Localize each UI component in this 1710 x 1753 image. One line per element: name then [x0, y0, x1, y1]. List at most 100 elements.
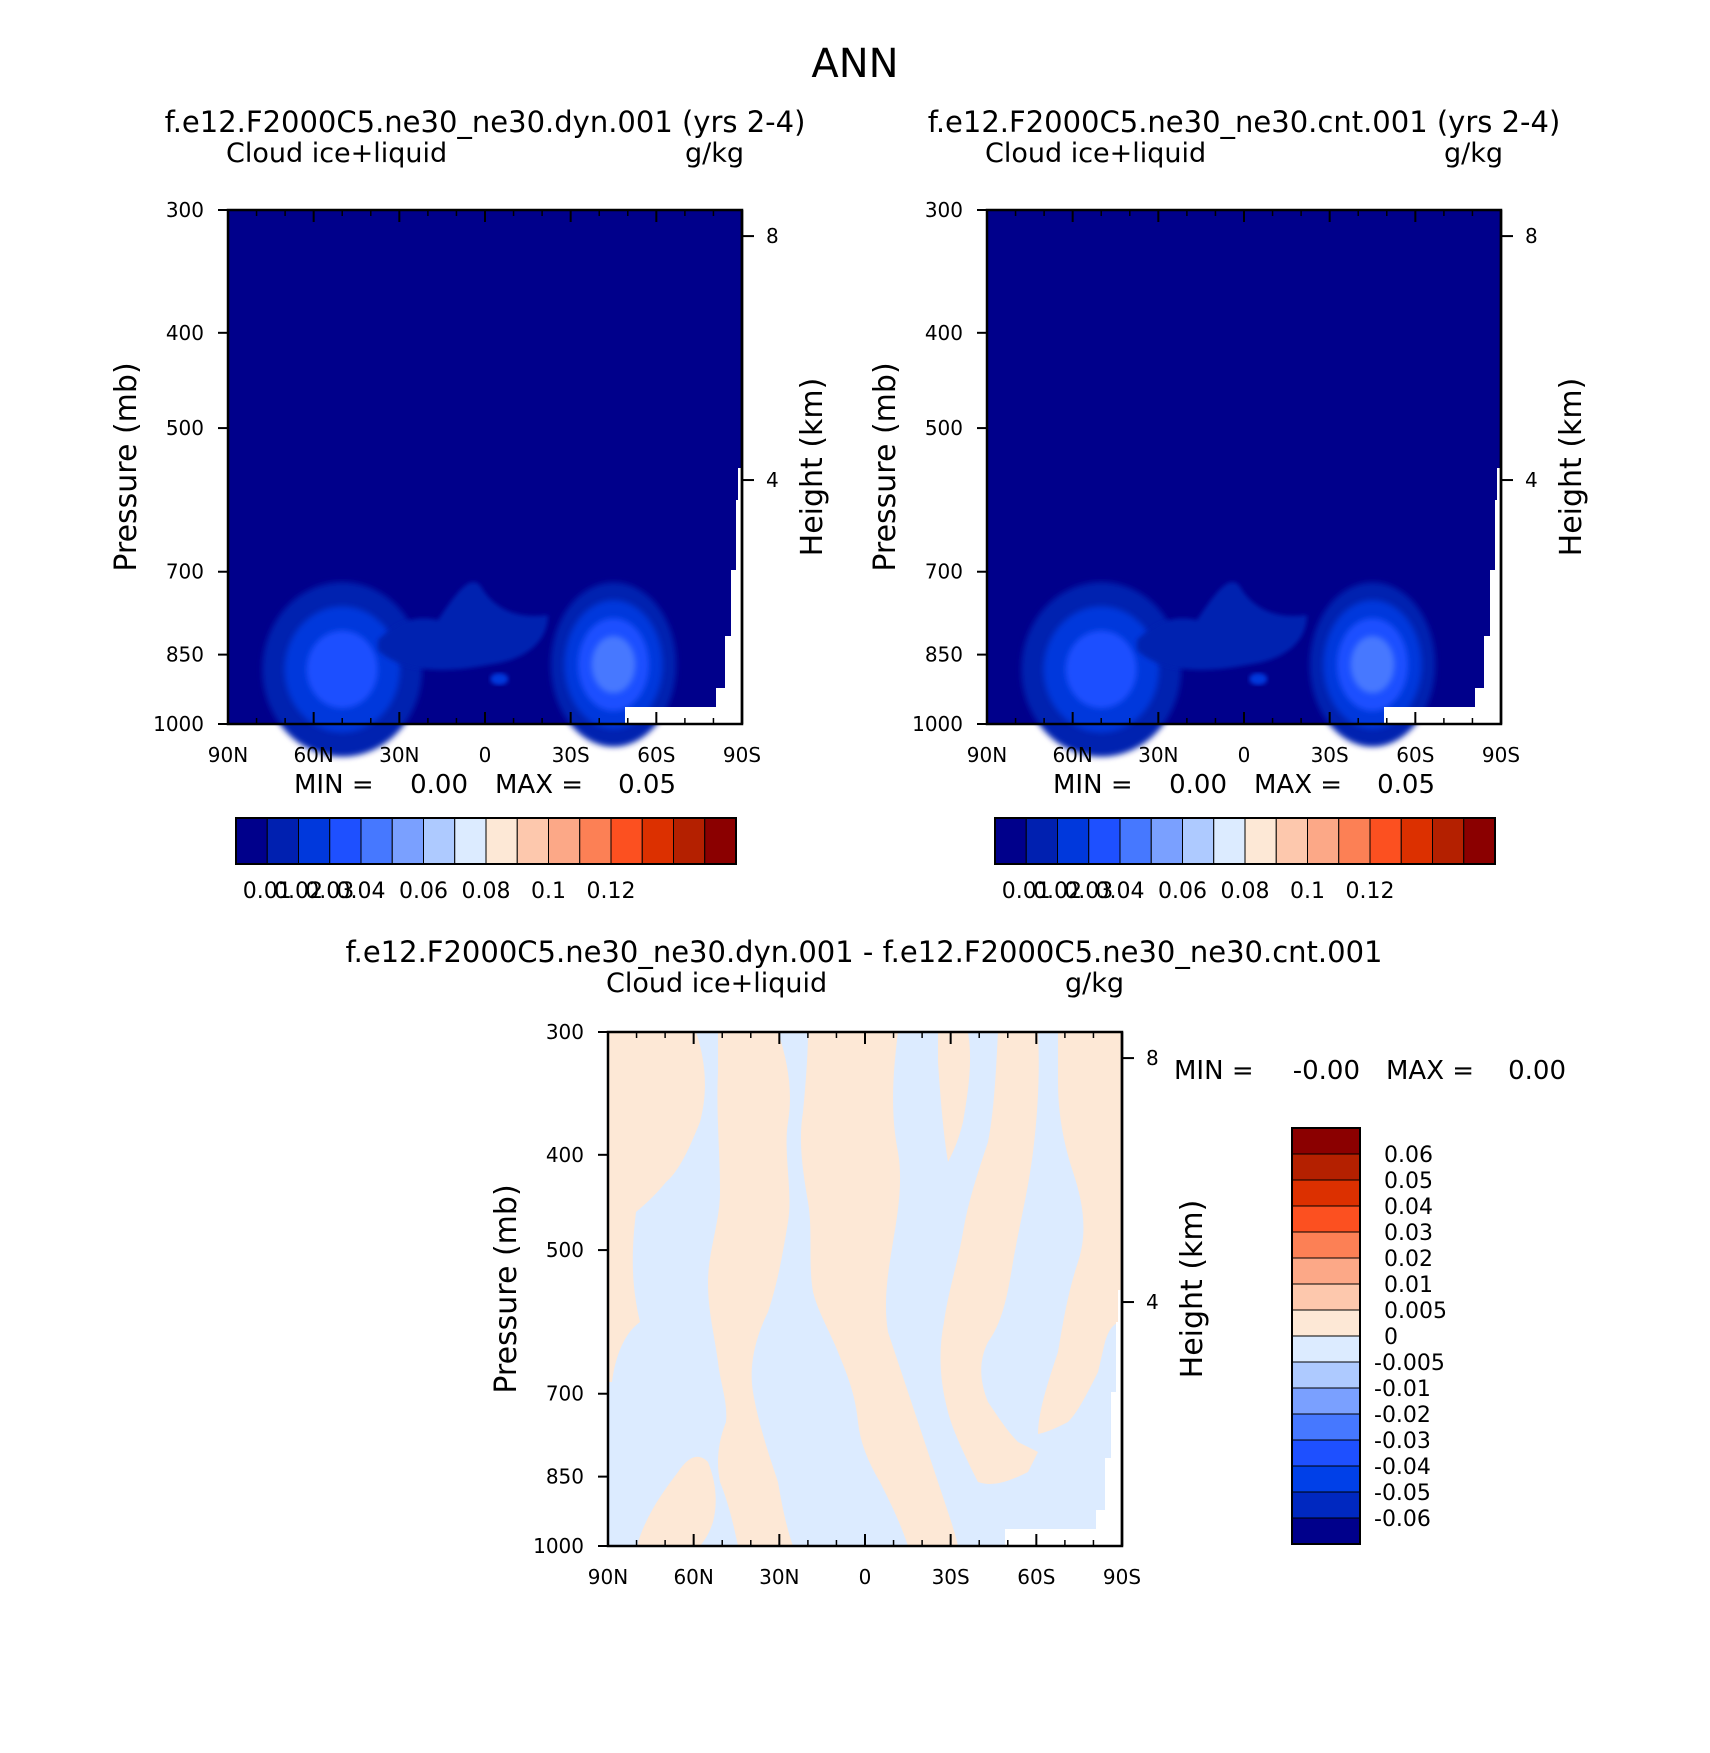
panel-cnt-ytick-label: 850	[925, 643, 963, 667]
panel-diff-positive-region	[800, 1032, 958, 1546]
panel-dyn-xtick-label: 60S	[637, 743, 675, 767]
panel-diff-ytick-label: 400	[546, 1143, 584, 1167]
panel-dyn-colorbar-box	[298, 817, 331, 865]
panel-diff-colorbar: 0.060.050.040.030.020.010.0050-0.005-0.0…	[1291, 1127, 1447, 1545]
panel-dyn-max-value: 0.05	[618, 770, 676, 800]
panel-dyn-colorbar-label: 0.06	[399, 879, 448, 904]
panel-diff-colorbar-label: -0.01	[1374, 1377, 1431, 1402]
panel-dyn-units-label: g/kg	[685, 138, 744, 169]
panel-dyn-colorbar-label: 0.1	[531, 879, 566, 904]
panel-diff-colorbar-box	[1291, 1387, 1361, 1415]
panel-cnt-contours-sh-maximum	[1350, 635, 1395, 694]
panel-diff-ytick-label: 850	[546, 1465, 584, 1489]
panel-diff-positive-region	[938, 1032, 971, 1162]
panel-diff-height-tick-labels: 84	[1146, 1046, 1159, 1314]
panel-dyn-colorbar-box	[516, 817, 549, 865]
panel-dyn-xtick-label: 90N	[208, 743, 248, 767]
panel-diff-colorbar-box	[1291, 1283, 1361, 1311]
panel-diff-colorbar-label: -0.05	[1374, 1481, 1431, 1506]
panel-diff-ylabel: Pressure (mb)	[489, 1184, 524, 1393]
panel-dyn-xtick-label: 90S	[723, 743, 761, 767]
panel-dyn-xtick-label: 30S	[552, 743, 590, 767]
panel-dyn-min-value: 0.00	[410, 770, 468, 800]
panel-diff-colorbar-box	[1291, 1517, 1361, 1545]
panel-dyn-ytick-label: 400	[166, 321, 204, 345]
panel-dyn-max-label: MAX =	[495, 770, 583, 800]
panel-diff-xtick-label: 60S	[1017, 1565, 1055, 1589]
panel-dyn: f.e12.F2000C5.ne30_ne30.dyn.001 (yrs 2-4…	[109, 105, 830, 904]
panel-dyn-colorbar-box	[548, 817, 581, 865]
panel-cnt-colorbar-label: 0.08	[1221, 879, 1270, 904]
panel-dyn-contours-nh-maximum	[306, 630, 378, 709]
panel-cnt-ytick-label: 500	[925, 416, 963, 440]
panel-cnt-x-tick-labels: 90N 60N 30N 0 30S 60S 90S	[967, 743, 1520, 767]
panel-diff-colorbar-label: 0.02	[1384, 1247, 1433, 1272]
figure-title: ANN	[811, 41, 898, 87]
panel-dyn-variable-label: Cloud ice+liquid	[226, 138, 447, 169]
panel-dyn-colorbar-frame	[235, 817, 737, 865]
panel-diff-xtick-label: 90S	[1103, 1565, 1141, 1589]
panel-cnt-colorbar-label: 0.12	[1346, 879, 1395, 904]
panel-diff-y2label: Height (km)	[1175, 1200, 1210, 1379]
panel-cnt-units-label: g/kg	[1444, 138, 1503, 169]
panel-diff-colorbar-label: -0.005	[1374, 1351, 1445, 1376]
panel-cnt-y2label: Height (km)	[1554, 378, 1589, 557]
panel-dyn-ytick-label: 700	[166, 560, 204, 584]
panel-diff-positive-region	[1038, 1032, 1122, 1434]
panel-diff-y-tick-labels: 300 400 500 700 850 1000	[533, 1020, 584, 1558]
panel-dyn-htick-label: 8	[766, 224, 779, 248]
panel-diff-colorbar-box	[1291, 1205, 1361, 1233]
panel-diff-xtick-label: 30S	[932, 1565, 970, 1589]
panel-diff-xtick-label: 30N	[759, 1565, 799, 1589]
panel-cnt-xtick-label: 30S	[1311, 743, 1349, 767]
panel-dyn-min-label: MIN =	[294, 770, 374, 800]
panel-dyn-colorbar-box	[235, 817, 268, 865]
panel-cnt-ytick-label: 300	[925, 198, 963, 222]
panel-dyn-colorbar-label: 0.12	[587, 879, 636, 904]
panel-diff-positive-region	[638, 1456, 716, 1546]
panel-cnt-xtick-label: 0	[1238, 743, 1251, 767]
panel-dyn-x-tick-labels: 90N 60N 30N 0 30S 60S 90S	[208, 743, 761, 767]
panel-dyn-ylabel: Pressure (mb)	[109, 362, 144, 571]
panel-dyn-colorbar-label: 0.08	[462, 879, 511, 904]
panel-diff-xtick-label: 0	[859, 1565, 872, 1589]
panel-cnt-ticks	[977, 209, 1513, 725]
panel-cnt-xtick-label: 60S	[1396, 743, 1434, 767]
panel-dyn-colorbar-box	[579, 817, 612, 865]
panel-dyn-ytick-label: 1000	[153, 712, 204, 736]
panel-cnt-y-tick-labels: 300 400 500 700 850 1000	[912, 198, 963, 736]
panel-cnt-case-title: f.e12.F2000C5.ne30_ne30.cnt.001 (yrs 2-4…	[928, 105, 1561, 139]
panel-dyn-y-tick-labels: 300 400 500 700 850 1000	[153, 198, 204, 736]
panel-diff-colorbar-label: -0.06	[1374, 1507, 1431, 1532]
panel-cnt-xtick-label: 90N	[967, 743, 1007, 767]
panel-diff-plot-area	[598, 1030, 1134, 1548]
panel-dyn-colorbar-box	[391, 817, 424, 865]
panel-dyn-y2label: Height (km)	[795, 378, 830, 557]
panel-diff-colorbar-box	[1291, 1413, 1361, 1441]
panel-cnt-contours-tropical-maximum	[1249, 673, 1268, 686]
panel-diff-htick-label: 4	[1146, 1290, 1159, 1314]
panel-dyn-xtick-label: 60N	[293, 743, 333, 767]
panel-diff-colorbar-frame	[1291, 1127, 1361, 1545]
panel-dyn-colorbar-box	[485, 817, 518, 865]
panel-dyn-contours	[262, 468, 742, 757]
panel-diff-colorbar-box	[1291, 1335, 1361, 1363]
panel-dyn-plot-area	[218, 208, 754, 757]
panel-dyn-colorbar-box	[641, 817, 674, 865]
panel-cnt-htick-label: 4	[1525, 468, 1538, 492]
panel-diff-xtick-label: 60N	[673, 1565, 713, 1589]
panel-diff-min-label: MIN =	[1174, 1056, 1254, 1086]
panel-diff-colorbar-box	[1291, 1231, 1361, 1259]
panel-diff-ytick-label: 1000	[533, 1534, 584, 1558]
panel-diff-topography-mask	[1005, 1290, 1122, 1546]
panel-cnt-colorbar-box	[1025, 817, 1058, 865]
panel-dyn-xtick-label: 30N	[379, 743, 419, 767]
panel-diff-colorbar-box	[1291, 1465, 1361, 1493]
panel-cnt-max-label: MAX =	[1254, 770, 1342, 800]
panel-dyn-ytick-label: 500	[166, 416, 204, 440]
panel-dyn-colorbar-box	[673, 817, 706, 865]
panel-dyn-colorbar-box	[329, 817, 362, 865]
panel-diff-case-title: f.e12.F2000C5.ne30_ne30.dyn.001 - f.e12.…	[346, 935, 1383, 969]
panel-cnt-colorbar-box	[1119, 817, 1152, 865]
panel-cnt-max-value: 0.05	[1377, 770, 1435, 800]
